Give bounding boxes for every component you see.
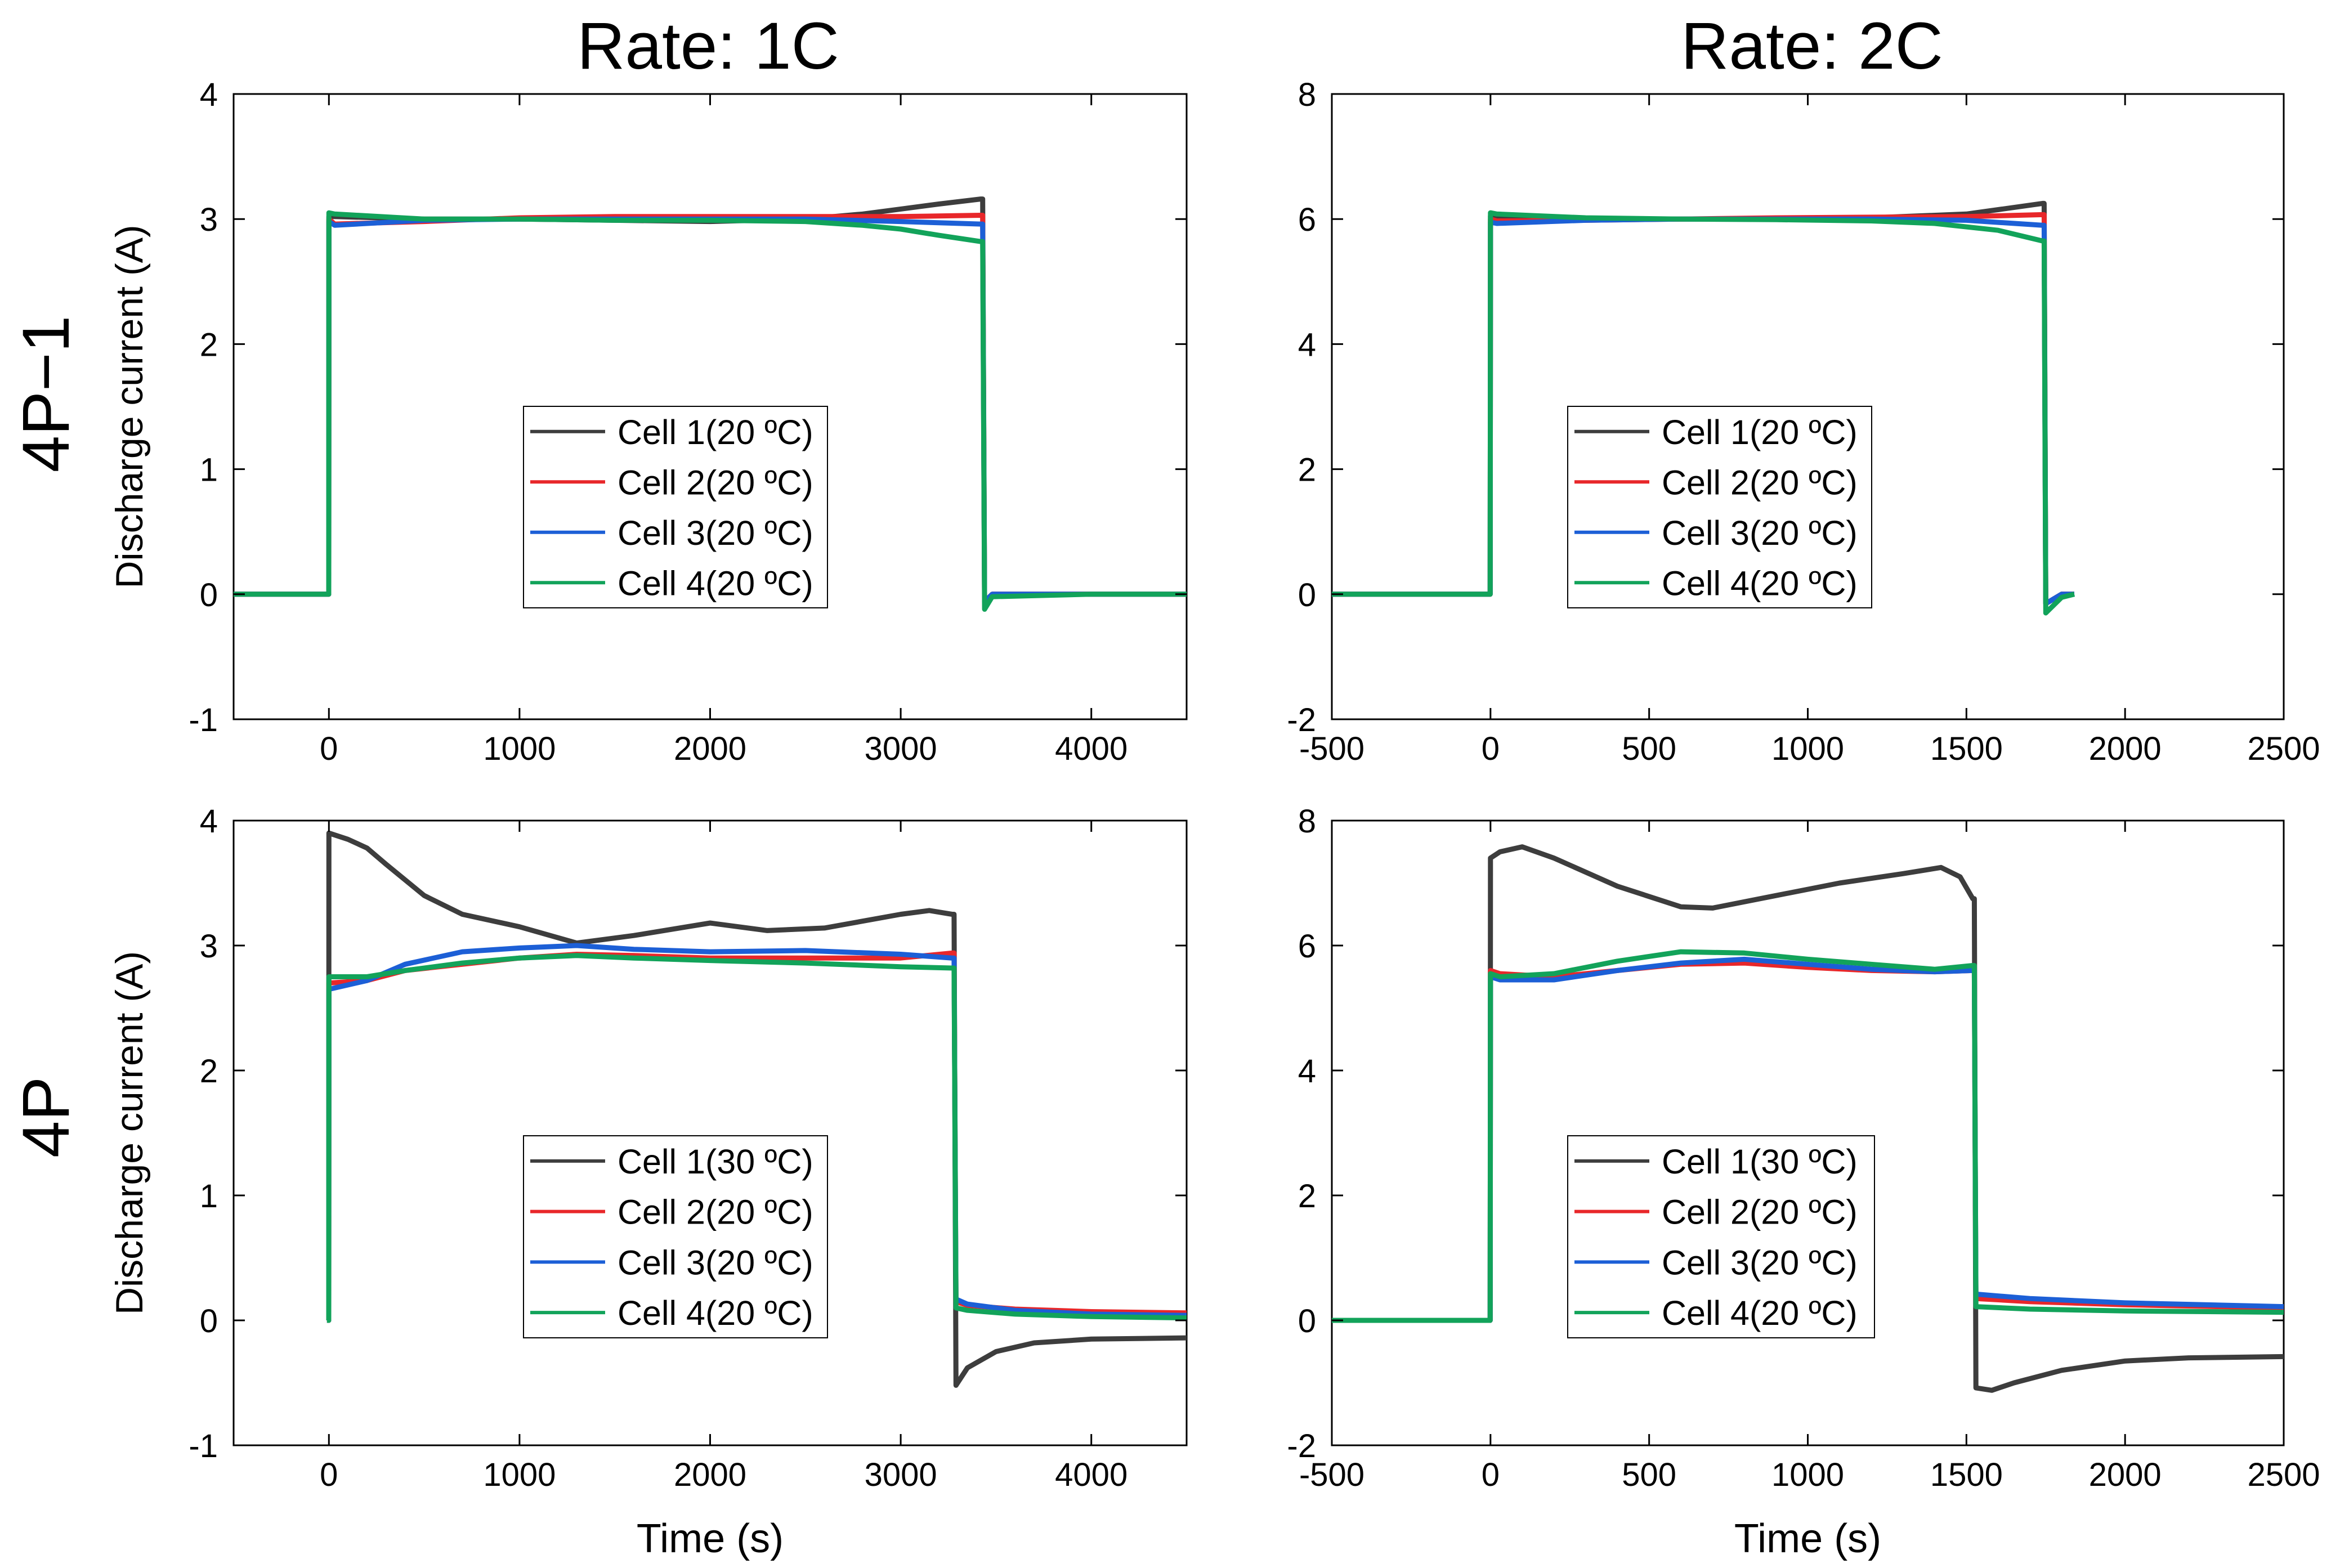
x-tick-label: 1000	[1771, 731, 1844, 767]
x-tick-label: 4000	[1055, 1457, 1128, 1493]
legend-box	[1567, 1135, 1875, 1338]
y-tick-label: 2	[1298, 1178, 1316, 1215]
legend-box	[523, 406, 828, 608]
x-tick-label: 0	[320, 731, 338, 767]
legend: Cell 1(20 ºC) Cell 2(20 ºC) Cell 3(20 ºC) C…	[1567, 406, 1872, 608]
plot-frame	[232, 819, 1188, 1446]
legend-box	[1567, 406, 1872, 608]
y-tick-label: 6	[1298, 201, 1316, 238]
y-tick-label: 4	[200, 803, 218, 840]
y-tick-label: 2	[1298, 452, 1316, 489]
series-line-cell-1	[1332, 844, 2284, 1393]
x-tick-label: 1000	[483, 731, 556, 767]
y-tick-label: -1	[189, 1428, 218, 1464]
x-tick-label: -500	[1299, 731, 1364, 767]
y-tick-label: 4	[1298, 326, 1316, 363]
series-line-cell-3	[1332, 956, 2284, 1323]
x-tick-label: 1500	[1930, 1457, 2003, 1493]
y-tick-label: 4	[200, 77, 218, 113]
series-line-cell-4	[326, 953, 1187, 1323]
y-tick-label: 2	[200, 1053, 218, 1090]
x-tick-label: 2500	[2247, 731, 2320, 767]
legend-label-cell-1: Cell 1(20 ºC)	[1662, 413, 1858, 451]
legend-label-cell-3: Cell 3(20 ºC)	[1662, 514, 1858, 552]
column-title-1c: Rate: 1C	[577, 9, 839, 83]
x-axis-label: Time (s)	[637, 1516, 784, 1561]
y-tick-label: -2	[1287, 1428, 1316, 1464]
y-tick-label: 3	[200, 928, 218, 965]
legend: Cell 1(30 ºC) Cell 2(20 ºC) Cell 3(20 ºC) C…	[523, 1135, 828, 1338]
y-tick-label: 2	[200, 326, 218, 363]
legend-label-cell-2: Cell 2(20 ºC)	[618, 463, 813, 501]
series-line-cell-4	[1332, 949, 2284, 1323]
y-tick-label: 0	[1298, 577, 1316, 613]
row-title-4p-1: 4P−1	[9, 316, 83, 473]
series-line-cell-4	[234, 210, 1187, 612]
y-tick-label: 6	[1298, 928, 1316, 965]
x-axis-label: Time (s)	[1734, 1516, 1881, 1561]
legend: Cell 1(20 ºC) Cell 2(20 ºC) Cell 3(20 ºC) C…	[523, 406, 828, 608]
legend-label-cell-2: Cell 2(20 ºC)	[618, 1193, 813, 1231]
x-tick-label: 0	[1482, 1457, 1500, 1493]
y-tick-label: 8	[1298, 77, 1316, 113]
legend-label-cell-3: Cell 3(20 ºC)	[618, 1243, 813, 1282]
x-tick-label: 1000	[483, 1457, 556, 1493]
x-tick-label: 4000	[1055, 731, 1128, 767]
legend-label-cell-1: Cell 1(30 ºC)	[1662, 1143, 1858, 1181]
series-line-cell-4	[1332, 210, 2075, 616]
y-tick-label: 1	[200, 1178, 218, 1215]
legend-label-cell-4: Cell 4(20 ºC)	[1662, 1294, 1858, 1332]
y-tick-label: 4	[1298, 1053, 1316, 1090]
row-title-4p: 4P	[9, 1077, 83, 1158]
legend-label-cell-4: Cell 4(20 ºC)	[618, 564, 813, 602]
x-tick-label: 3000	[865, 731, 937, 767]
y-tick-label: 3	[200, 201, 218, 238]
legend-box	[523, 1135, 828, 1338]
x-tick-label: 0	[320, 1457, 338, 1493]
legend-label-cell-4: Cell 4(20 ºC)	[1662, 564, 1858, 602]
y-tick-label: 0	[200, 1303, 218, 1339]
x-tick-label: 2000	[2089, 1457, 2162, 1493]
y-tick-label: 1	[200, 452, 218, 489]
x-tick-label: 500	[1622, 731, 1676, 767]
x-tick-label: 3000	[865, 1457, 937, 1493]
chart-p12: -500 0 500 1000 1500 2000 2500 -2 0 2 4 6 8 Cell 1(20…	[1287, 77, 2320, 767]
series-line-cell-2	[1332, 960, 2284, 1323]
y-axis-label: Discharge current (A)	[108, 951, 151, 1315]
y-tick-label: -1	[189, 702, 218, 738]
x-tick-label: 2000	[674, 1457, 746, 1493]
legend: Cell 1(30 ºC) Cell 2(20 ºC) Cell 3(20 ºC) C…	[1567, 1135, 1875, 1338]
chart-p22: -500 0 500 1000 1500 2000 2500 -2 0 2 4 6 8 Time (s) C…	[1287, 803, 2320, 1561]
series-line-cell-3	[326, 943, 1187, 1323]
x-tick-label: 500	[1622, 1457, 1676, 1493]
legend-label-cell-1: Cell 1(20 ºC)	[618, 413, 813, 451]
column-title-2c: Rate: 2C	[1681, 9, 1943, 83]
x-tick-label: 2000	[674, 731, 746, 767]
chart-p11: 0 1000 2000 3000 4000 -1 0 1 2 3 4 Discharge curren…	[108, 77, 1188, 767]
y-axis-label: Discharge current (A)	[108, 225, 151, 588]
y-tick-label: 0	[200, 577, 218, 613]
legend-label-cell-1: Cell 1(30 ºC)	[618, 1143, 813, 1181]
x-tick-label: 2000	[2089, 731, 2162, 767]
x-tick-label: 1000	[1771, 1457, 1844, 1493]
plot-frame	[1331, 819, 2285, 1446]
x-tick-label: 1500	[1930, 731, 2003, 767]
chart-p21: 0 1000 2000 3000 4000 -1 0 1 2 3 4 Discharge curren…	[108, 803, 1188, 1561]
legend-label-cell-2: Cell 2(20 ºC)	[1662, 1193, 1858, 1231]
series-line-cell-1	[326, 830, 1187, 1388]
legend-label-cell-4: Cell 4(20 ºC)	[618, 1294, 813, 1332]
y-tick-label: -2	[1287, 702, 1316, 738]
x-tick-label: 2500	[2247, 1457, 2320, 1493]
legend-label-cell-3: Cell 3(20 ºC)	[618, 514, 813, 552]
legend-label-cell-3: Cell 3(20 ºC)	[1662, 1243, 1858, 1282]
x-tick-label: 0	[1482, 731, 1500, 767]
x-tick-label: -500	[1299, 1457, 1364, 1493]
y-tick-label: 8	[1298, 803, 1316, 840]
y-tick-label: 0	[1298, 1303, 1316, 1339]
legend-label-cell-2: Cell 2(20 ºC)	[1662, 463, 1858, 501]
